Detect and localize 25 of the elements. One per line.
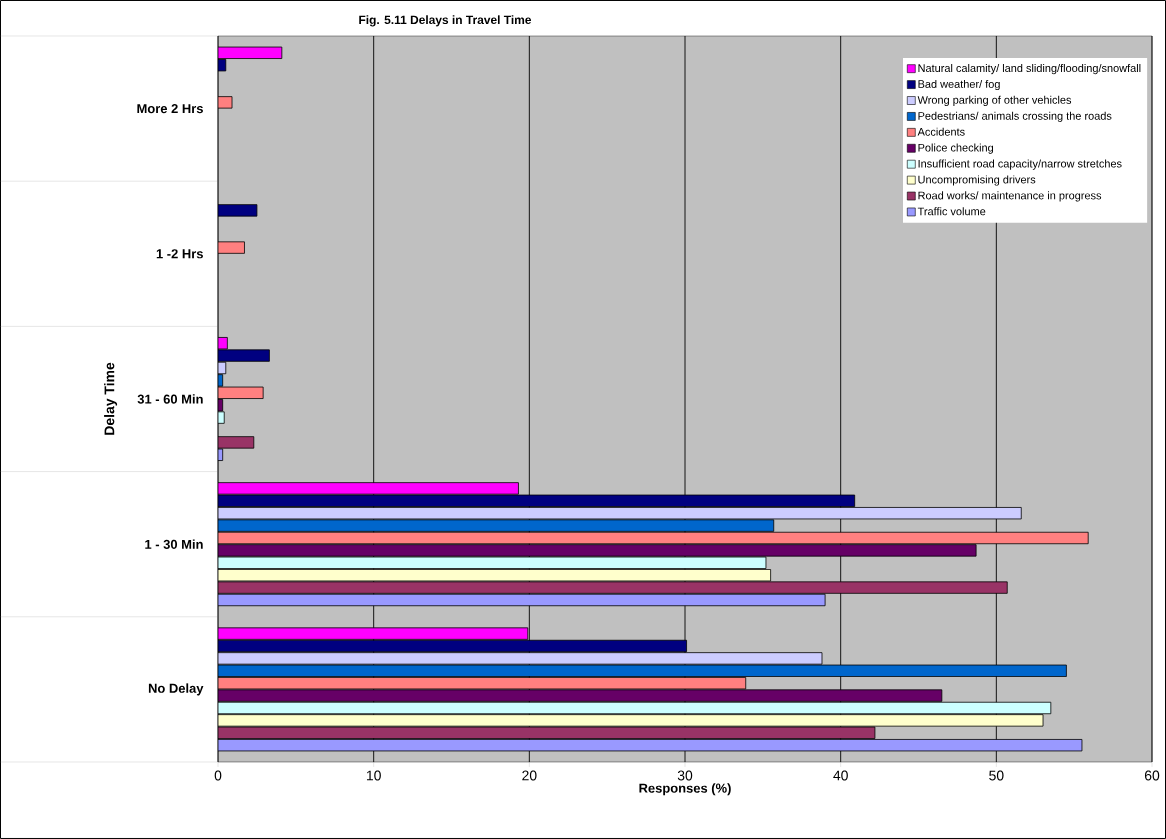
y-tick-label: More 2 Hrs — [137, 104, 203, 114]
legend-label: Pedestrians/ animals crossing the roads — [918, 111, 1112, 122]
x-tick-label: 0 — [214, 770, 222, 781]
x-tick-label: 30 — [677, 770, 693, 781]
legend-label: Insufficient road capacity/narrow stretches — [918, 159, 1122, 170]
y-tick-label: 31 - 60 Min — [137, 394, 203, 404]
x-tick-label: 50 — [989, 770, 1004, 781]
legend-label: Traffic volume — [917, 207, 986, 216]
x-tick-label: 20 — [522, 770, 537, 781]
y-tick-label: No Delay — [148, 683, 204, 696]
y-tick-label: 1 - 30 Min — [145, 539, 203, 549]
legend-label: Wrong parking of other vehicles — [917, 95, 1072, 107]
legend-label: Road works/ maintenance in progress — [918, 191, 1102, 202]
chart-title: Fig. 5.11 Delays in Travel Time — [359, 15, 532, 27]
legend-label: Uncompromising drivers — [918, 175, 1036, 186]
x-axis-title: Responses (%) — [639, 783, 731, 796]
legend-label: Bad weather/ fog — [918, 79, 1000, 91]
x-tick-label: 60 — [1144, 770, 1160, 781]
x-tick-label: 10 — [366, 770, 381, 781]
x-tick-label: 40 — [833, 770, 848, 781]
y-tick-label: 1 -2 Hrs — [156, 249, 203, 259]
legend-label: Accidents — [917, 127, 965, 136]
legend-label: Police checking — [918, 143, 994, 154]
y-axis-title: Delay Time — [104, 362, 118, 435]
legend-label: Natural calamity/ land sliding/flooding/snowfall — [918, 63, 1141, 75]
